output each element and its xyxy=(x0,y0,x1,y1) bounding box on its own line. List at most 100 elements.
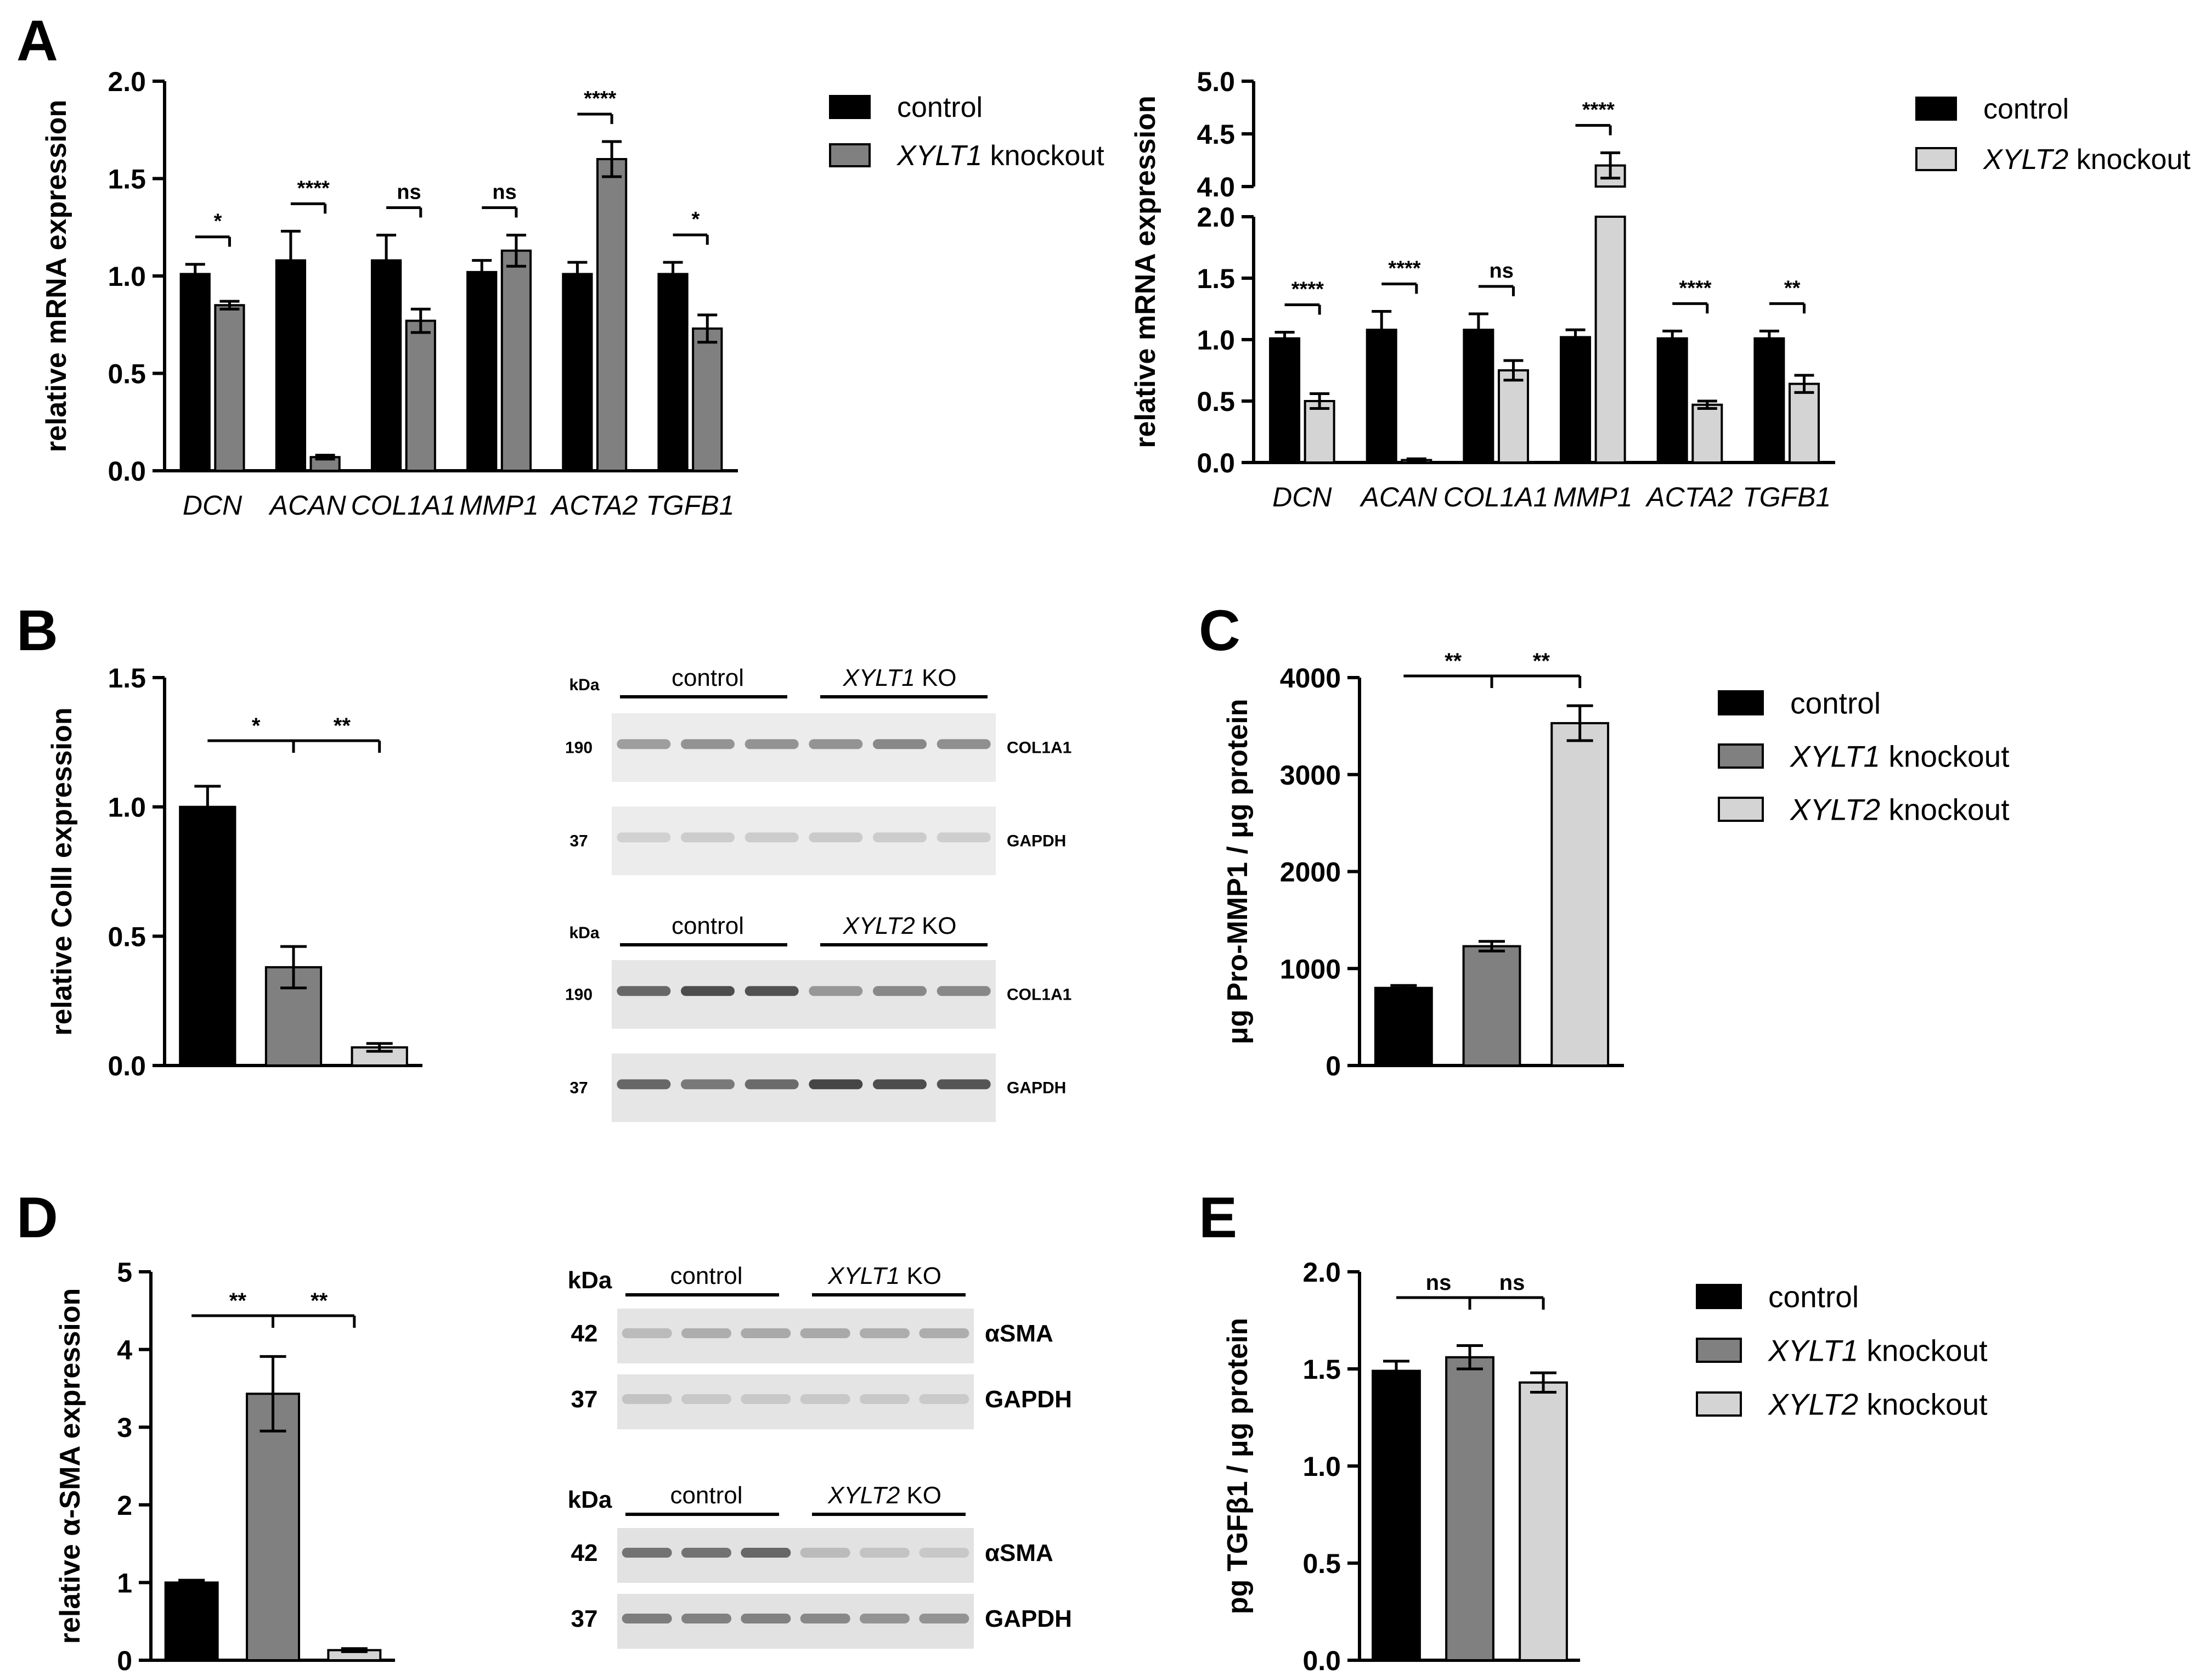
legend-text: knockout xyxy=(1880,739,2009,773)
protein-label: αSMA xyxy=(985,1320,1053,1347)
y-tick-label: 0.5 xyxy=(108,359,146,390)
bar xyxy=(1462,945,1521,1067)
blot-membrane xyxy=(612,1053,996,1122)
bar xyxy=(1691,403,1723,464)
x-tick-label: COL1A1 xyxy=(351,490,456,521)
sig-label: ** xyxy=(1533,649,1550,673)
kda-label: kDa xyxy=(569,676,599,694)
legend-swatch xyxy=(1718,690,1764,715)
blot-band xyxy=(860,1548,910,1558)
blot-band xyxy=(622,1548,672,1558)
chart-e: 0.0 0.5 1.0 1.5 2.0 pg TGFβ1 / μg protein ns ns… xyxy=(1222,1257,1987,1676)
bar xyxy=(596,158,628,472)
group-suffix: KO xyxy=(915,664,957,691)
y-tick-label: 1.5 xyxy=(1302,1354,1341,1385)
y-tick-label: 1000 xyxy=(1280,954,1341,984)
bar xyxy=(466,270,498,472)
blot-band xyxy=(741,1394,791,1404)
y-axis-label: relative mRNA expression xyxy=(41,100,72,453)
y-tick-label: 4.0 xyxy=(1197,172,1235,202)
chart-c: 0 1000 2000 3000 4000 μg Pro-MMP1 / μg protei… xyxy=(1222,649,2009,1081)
western-blot: kDa control XYLT2 KO 42 αSMA 37 GAPDH xyxy=(568,1482,1072,1649)
legend-text: knockout xyxy=(1880,792,2009,826)
blot-band xyxy=(681,1394,731,1404)
kda-marker: 190 xyxy=(565,986,593,1004)
y-tick-label: 1.5 xyxy=(1197,263,1235,294)
y-tick-label: 1.5 xyxy=(108,663,146,694)
blot-band xyxy=(937,1079,991,1090)
y-tick-label: 3000 xyxy=(1280,760,1341,791)
protein-label: GAPDH xyxy=(1007,1079,1066,1097)
legend-label: XYLT2 knockout xyxy=(1767,1387,1987,1421)
group-gene: XYLT1 xyxy=(827,1262,900,1289)
sig-label: **** xyxy=(1679,277,1711,300)
bar xyxy=(1269,337,1301,464)
bar xyxy=(1550,722,1610,1067)
legend-swatch xyxy=(1718,797,1764,822)
y-axis-label: relative CollI expression xyxy=(46,707,78,1035)
legend-swatch xyxy=(1696,1391,1742,1417)
legend-gene: XYLT1 xyxy=(1789,739,1880,773)
x-tick-label: MMP1 xyxy=(1553,482,1632,512)
legend-text: knockout xyxy=(1858,1333,1987,1367)
blot-band xyxy=(937,739,991,749)
legend-swatch xyxy=(829,143,871,167)
y-tick-label: 0.5 xyxy=(1302,1548,1341,1579)
group-label: control xyxy=(670,1262,742,1289)
blot-band xyxy=(681,986,735,996)
chart-a2: 0.0 0.5 1.0 1.5 2.04.0 4.5 5.0 relative mRNA ex… xyxy=(1130,66,2191,512)
legend-gene: XYLT2 xyxy=(1789,792,1880,826)
kda-marker: 42 xyxy=(571,1540,598,1566)
blot-band xyxy=(622,1614,672,1623)
legend-label: XYLT2 knockout xyxy=(1789,792,2009,826)
group-label: XYLT2 KO xyxy=(842,912,956,939)
group-suffix: KO xyxy=(900,1262,941,1289)
x-tick-label: ACAN xyxy=(1360,482,1438,512)
y-tick-label: 0.0 xyxy=(1302,1645,1341,1676)
panel-letter-d: D xyxy=(16,1186,58,1250)
sig-label: **** xyxy=(1388,257,1420,280)
blot-membrane xyxy=(617,1374,974,1429)
legend-text: control xyxy=(1790,686,1881,720)
legend-text: knockout xyxy=(982,140,1104,172)
legend-label: XYLT1 knockout xyxy=(896,140,1104,172)
bar xyxy=(179,805,236,1067)
blot-membrane xyxy=(612,960,996,1029)
legend-text: knockout xyxy=(1858,1387,1987,1421)
blot-band xyxy=(681,739,735,749)
blot-band xyxy=(873,986,927,996)
blot-band xyxy=(681,1079,735,1090)
y-tick-label: 4000 xyxy=(1280,663,1341,694)
sig-label: ** xyxy=(311,1289,328,1313)
x-tick-label: ACTA2 xyxy=(550,490,638,521)
y-tick-label: 1.0 xyxy=(108,261,146,292)
x-tick-label: DCN xyxy=(183,490,242,521)
kda-marker: 37 xyxy=(571,1386,598,1413)
blot-band xyxy=(741,1614,791,1623)
sig-label: ** xyxy=(1784,277,1801,300)
sig-label: * xyxy=(252,714,261,738)
sig-label: ns xyxy=(397,181,421,204)
group-label: control xyxy=(672,912,744,939)
sig-label: ** xyxy=(334,714,351,738)
protein-label: GAPDH xyxy=(1007,832,1066,850)
bar xyxy=(1366,329,1397,464)
legend-text: knockout xyxy=(2068,144,2191,176)
sig-label: **** xyxy=(1582,99,1615,122)
y-tick-label: 0.0 xyxy=(1197,448,1235,478)
legend-text: control xyxy=(1768,1279,1859,1313)
blot-membrane xyxy=(617,1528,974,1583)
legend-swatch xyxy=(1915,97,1957,121)
blot-band xyxy=(617,986,671,996)
blot-band xyxy=(873,832,927,843)
y-tick-label: 0 xyxy=(1326,1051,1341,1081)
x-tick-label: ACTA2 xyxy=(1645,482,1733,512)
bar xyxy=(275,259,307,472)
protein-label: COL1A1 xyxy=(1007,739,1071,757)
sig-label: * xyxy=(692,208,700,231)
legend-swatch xyxy=(1696,1338,1742,1363)
bar xyxy=(1463,329,1494,464)
bar xyxy=(1560,336,1592,464)
blot-band xyxy=(919,1328,969,1338)
